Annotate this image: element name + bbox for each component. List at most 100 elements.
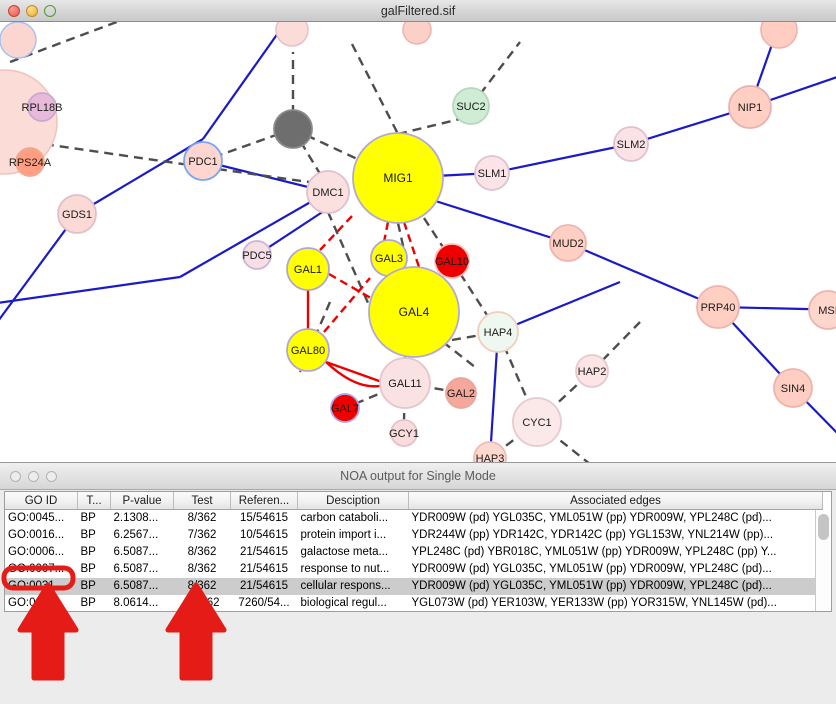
- network-graph[interactable]: RPL18B RPS24A GDS1 PDC1 PDC5 DMC1 MIG1 SUC2 SLM1…: [0, 22, 836, 462]
- table-row[interactable]: GO:0006... BP 6.5087... 8/362 21/54615 galact…: [5, 544, 823, 561]
- column-header-type[interactable]: T...: [77, 492, 111, 510]
- network-node[interactable]: SLM1: [474, 155, 510, 191]
- noa-minimize-icon[interactable]: [28, 471, 39, 482]
- noa-results-table-wrap[interactable]: GO ID T... P-value Test Referen... Desci…: [4, 491, 832, 612]
- network-node-label: GAL11: [388, 378, 421, 390]
- network-node[interactable]: GAL80: [286, 328, 330, 372]
- cell-test: 8/362: [173, 578, 231, 595]
- network-node[interactable]: GAL4: [368, 266, 460, 358]
- network-node[interactable]: HAP3: [473, 441, 507, 462]
- network-node[interactable]: GAL7: [330, 393, 360, 423]
- cell-description: carbon cataboli...: [300, 512, 389, 524]
- cell-go-id: GO:0007...: [8, 563, 65, 575]
- close-window-icon[interactable]: [8, 5, 20, 17]
- gray-dashed-edges: [9, 22, 641, 462]
- table-scrollbar-thumb[interactable]: [818, 514, 829, 540]
- cell-reference: 21/54615: [240, 546, 288, 558]
- cell-go-id: GO:0031...: [5, 578, 78, 595]
- cell-associated-edges: YDR244W (pp) YDR142C, YDR142C (pp) YGL15…: [411, 529, 774, 541]
- column-header-go-id[interactable]: GO ID: [5, 492, 78, 510]
- network-node-label: PDC5: [242, 250, 271, 262]
- cell-p-value: 6.5087...: [113, 563, 159, 575]
- network-node[interactable]: HAP4: [477, 311, 519, 353]
- network-node[interactable]: [0, 22, 37, 59]
- noa-table-body[interactable]: GO:0045... BP 2.1308... 8/362 15/54615 carbon…: [5, 510, 823, 612]
- noa-close-icon[interactable]: [10, 471, 21, 482]
- network-node-label: GAL4: [399, 305, 430, 319]
- zoom-window-icon[interactable]: [44, 5, 56, 17]
- network-node-label: MUD2: [552, 238, 583, 250]
- cell-p-value: 6.5087...: [110, 578, 174, 595]
- network-node[interactable]: SIN4: [773, 368, 813, 408]
- nodes-layer[interactable]: [0, 22, 798, 175]
- network-node[interactable]: GAL2: [445, 377, 477, 409]
- network-node[interactable]: GAL1: [286, 247, 330, 291]
- network-node[interactable]: [760, 22, 798, 49]
- table-row[interactable]: GO:0007... BP 6.5087... 8/362 21/54615 respon…: [5, 561, 823, 578]
- noa-traffic-lights: [10, 471, 57, 482]
- table-row[interactable]: GO:0031... BP 6.5087... 8/362 21/54615 cellul…: [5, 578, 823, 595]
- cell-type: BP: [80, 563, 96, 575]
- network-node[interactable]: MIG1: [352, 132, 444, 224]
- network-node[interactable]: [402, 22, 432, 45]
- network-node[interactable]: SLM2: [613, 126, 649, 162]
- network-node-label: RPS24A: [9, 157, 52, 169]
- network-node-label: HAP2: [578, 366, 607, 378]
- network-node[interactable]: GAL3: [370, 239, 408, 277]
- cell-type: BP: [80, 529, 96, 541]
- network-node[interactable]: GAL11: [379, 357, 431, 409]
- network-node-label: SLM2: [617, 139, 646, 151]
- network-node[interactable]: DMC1: [306, 170, 350, 214]
- network-node[interactable]: HAP2: [575, 354, 609, 388]
- cell-description: protein import i...: [300, 529, 387, 541]
- network-node[interactable]: NIP1: [728, 85, 772, 129]
- cell-associated-edges: YPL248C (pd) YBR018C, YML051W (pp) YDR00…: [411, 546, 777, 558]
- network-node[interactable]: SUC2: [452, 87, 490, 125]
- cell-test: 8/362: [187, 512, 217, 524]
- network-node-label: RPL18B: [22, 102, 63, 114]
- network-node[interactable]: [273, 109, 313, 149]
- network-node[interactable]: [275, 22, 309, 47]
- cell-type: BP: [80, 512, 96, 524]
- network-node[interactable]: CYC1: [512, 397, 562, 447]
- cell-reference: 21/54615: [240, 563, 288, 575]
- network-node[interactable]: RPS24A: [9, 147, 52, 177]
- network-node-label: SIN4: [781, 383, 805, 395]
- network-node[interactable]: PRP40: [696, 285, 740, 329]
- column-header-associated-edges[interactable]: Associated edges: [408, 492, 823, 510]
- network-nodes[interactable]: RPL18B RPS24A GDS1 PDC1 PDC5 DMC1 MIG1 SUC2 SLM1…: [9, 85, 836, 462]
- cell-reference: 10/54615: [240, 529, 288, 541]
- column-header-p-value[interactable]: P-value: [110, 492, 174, 510]
- cell-p-value: 2.1308...: [113, 512, 159, 524]
- noa-output-panel: NOA output for Single Mode GO ID T... P-…: [0, 462, 836, 704]
- network-node[interactable]: MSI: [808, 290, 836, 330]
- cell-p-value: 6.5087...: [113, 546, 159, 558]
- cell-p-value: 8.0614...: [113, 597, 159, 609]
- network-node[interactable]: GAL10: [434, 243, 470, 279]
- cell-associated-edges: YDR009W (pd) YGL035C, YML051W (pp) YDR00…: [411, 563, 772, 575]
- network-node-label: GAL7: [331, 403, 359, 415]
- network-node[interactable]: GCY1: [389, 419, 419, 447]
- column-header-test[interactable]: Test: [173, 492, 231, 510]
- minimize-window-icon[interactable]: [26, 5, 38, 17]
- network-node[interactable]: PDC5: [242, 240, 272, 270]
- cell-test: 8/362: [187, 563, 217, 575]
- network-node[interactable]: MUD2: [549, 224, 587, 262]
- network-node-label: DMC1: [312, 187, 343, 199]
- cell-description: biological regul...: [300, 597, 387, 609]
- column-header-reference[interactable]: Referen...: [230, 492, 298, 510]
- column-header-description[interactable]: Desciption: [297, 492, 409, 510]
- network-node[interactable]: PDC1: [183, 141, 223, 181]
- network-node[interactable]: RPL18B: [22, 92, 63, 122]
- table-row[interactable]: GO:0065... BP 8.0614... 94/362 7260/54... bio…: [5, 595, 823, 611]
- noa-results-table[interactable]: GO ID T... P-value Test Referen... Desci…: [5, 492, 823, 612]
- table-row[interactable]: GO:0045... BP 2.1308... 8/362 15/54615 carbon…: [5, 510, 823, 528]
- cell-type: BP: [77, 578, 111, 595]
- cell-type: BP: [80, 546, 96, 558]
- network-canvas[interactable]: RPL18B RPS24A GDS1 PDC1 PDC5 DMC1 MIG1 SUC2 SLM1…: [0, 22, 836, 462]
- table-row[interactable]: GO:0016... BP 6.2567... 7/362 10/54615 protei…: [5, 527, 823, 544]
- noa-zoom-icon[interactable]: [46, 471, 57, 482]
- table-scrollbar[interactable]: [815, 510, 830, 611]
- network-node[interactable]: GDS1: [57, 194, 97, 234]
- network-node-label: PDC1: [188, 156, 217, 168]
